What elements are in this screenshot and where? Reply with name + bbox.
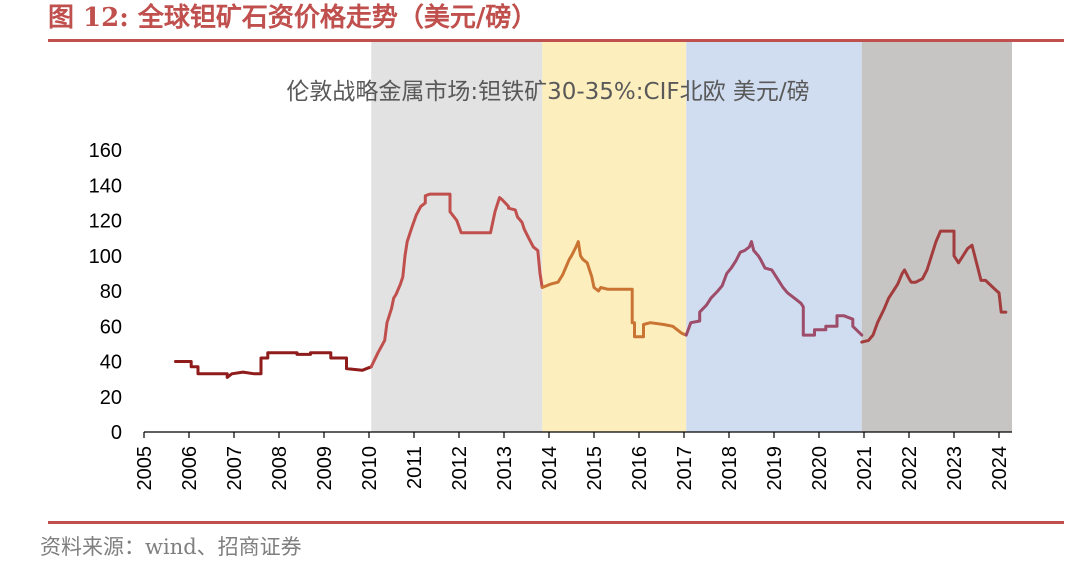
y-tick-label: 100 <box>89 246 122 268</box>
chart: 伦敦战略金属市场:钽铁矿30-35%:CIF北欧 美元/磅 0 20 40 60 80 1… <box>89 42 1012 491</box>
y-tick-label: 60 <box>100 316 122 338</box>
shaded-period-2 <box>542 42 687 432</box>
x-tick-label: 2015 <box>584 446 606 491</box>
y-tick-label: 20 <box>100 387 122 409</box>
series-lines <box>174 192 1008 379</box>
x-tick-label: 2005 <box>134 446 156 491</box>
figure-label: 图 12: <box>48 3 129 33</box>
x-tick-label: 2007 <box>224 446 246 491</box>
chart-title: 伦敦战略金属市场:钽铁矿30-35%:CIF北欧 美元/磅 <box>286 79 809 105</box>
figure-caption: 全球钽矿石资价格走势（美元/磅） <box>137 3 538 33</box>
x-tick-label: 2018 <box>719 446 741 491</box>
x-tick-label: 2020 <box>809 446 831 491</box>
series-line-1 <box>174 351 373 379</box>
shaded-periods <box>371 42 1012 432</box>
source-rule <box>48 521 1064 524</box>
source-note: 资料来源：wind、招商证券 <box>40 535 302 559</box>
series-line-4 <box>684 240 864 337</box>
title-rule <box>48 39 1064 42</box>
x-tick-label: 2021 <box>854 446 876 491</box>
series-line-5 <box>860 229 1008 344</box>
axes: 0 20 40 60 80 100 120 140 160 2005 2006 2007 2008 200… <box>89 140 1012 491</box>
figure-title: 图 12: 全球钽矿石资价格走势（美元/磅） <box>48 2 537 34</box>
shaded-period-1 <box>371 42 543 432</box>
series-line-3 <box>540 240 688 339</box>
x-tick-label: 2013 <box>494 446 516 491</box>
y-tick-label: 0 <box>111 422 122 444</box>
x-tick-label: 2022 <box>899 446 921 491</box>
y-tick-label: 120 <box>89 211 122 233</box>
y-tick-label: 80 <box>100 281 122 303</box>
x-tick-label: 2014 <box>539 446 561 491</box>
x-tick-label: 2011 <box>404 446 426 489</box>
x-tick-label: 2019 <box>764 446 786 491</box>
y-tick-label: 160 <box>89 140 122 162</box>
series-line-2 <box>369 192 544 369</box>
x-tick-label: 2012 <box>449 446 471 491</box>
x-tick-label: 2016 <box>629 446 651 491</box>
x-tick-label: 2024 <box>989 446 1011 491</box>
x-tick-label: 2009 <box>314 446 336 491</box>
x-tick-label: 2017 <box>674 446 696 491</box>
y-tick-label: 140 <box>89 175 122 197</box>
x-tick-label: 2010 <box>359 446 381 491</box>
y-tick-label: 40 <box>100 352 122 374</box>
shaded-period-3 <box>686 42 862 432</box>
x-tick-label: 2023 <box>944 446 966 491</box>
x-tick-label: 2006 <box>179 446 201 491</box>
x-tick-label: 2008 <box>269 446 291 491</box>
